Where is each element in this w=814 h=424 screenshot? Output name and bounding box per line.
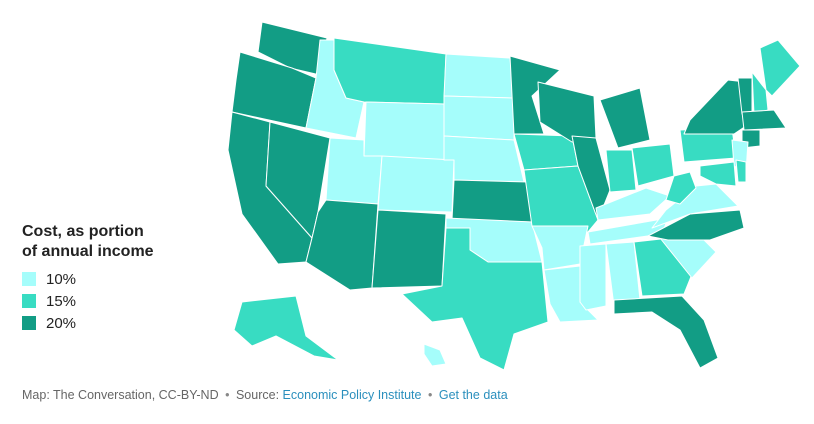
state-ma xyxy=(741,109,787,131)
legend-label-15: 15% xyxy=(46,292,77,310)
state-fl xyxy=(613,295,719,369)
state-wv xyxy=(665,171,697,205)
state-de xyxy=(735,159,747,183)
state-al xyxy=(605,241,641,307)
get-data-link[interactable]: Get the data xyxy=(438,388,508,402)
separator-1: • xyxy=(225,388,230,402)
legend-swatch-10 xyxy=(22,272,36,286)
legend-item-10: 10% xyxy=(22,268,162,290)
source-prefix: Source: xyxy=(235,388,283,402)
state-mo xyxy=(523,165,599,233)
state-mt xyxy=(333,37,447,105)
state-ky xyxy=(595,187,671,221)
state-md xyxy=(699,161,737,187)
separator-2: • xyxy=(427,388,433,402)
legend-item-15: 15% xyxy=(22,290,162,312)
state-nd xyxy=(443,53,515,99)
legend-swatch-20 xyxy=(22,316,36,330)
legend-title: Cost, as portion of annual income xyxy=(22,223,154,260)
state-ne xyxy=(443,135,525,183)
legend-label-10: 10% xyxy=(46,270,77,288)
state-sd xyxy=(443,95,515,141)
state-wy xyxy=(363,101,445,161)
state-mn xyxy=(509,55,561,135)
state-ks xyxy=(451,179,533,223)
state-ar xyxy=(531,225,589,271)
state-wa xyxy=(257,21,328,76)
state-hi xyxy=(423,343,447,367)
legend-label-20: 20% xyxy=(46,314,77,332)
credit-text: Map: The Conversation, CC-BY-ND xyxy=(22,388,219,402)
state-me xyxy=(759,39,801,97)
state-mi xyxy=(599,87,651,149)
state-tx xyxy=(401,227,549,371)
state-ak xyxy=(233,295,339,361)
legend: Cost, as portion of annual income 10% 15… xyxy=(22,222,162,334)
state-in xyxy=(605,149,637,193)
state-ms xyxy=(579,243,607,311)
state-co xyxy=(377,155,455,213)
legend-item-20: 20% xyxy=(22,312,162,334)
state-nm xyxy=(371,209,447,289)
state-wi xyxy=(537,81,597,143)
state-va xyxy=(651,183,739,229)
state-oh xyxy=(631,143,675,187)
source-link[interactable]: Economic Policy Institute xyxy=(282,388,422,402)
footer: Map: The Conversation, CC-BY-ND • Source… xyxy=(22,388,508,402)
legend-swatch-15 xyxy=(22,294,36,308)
